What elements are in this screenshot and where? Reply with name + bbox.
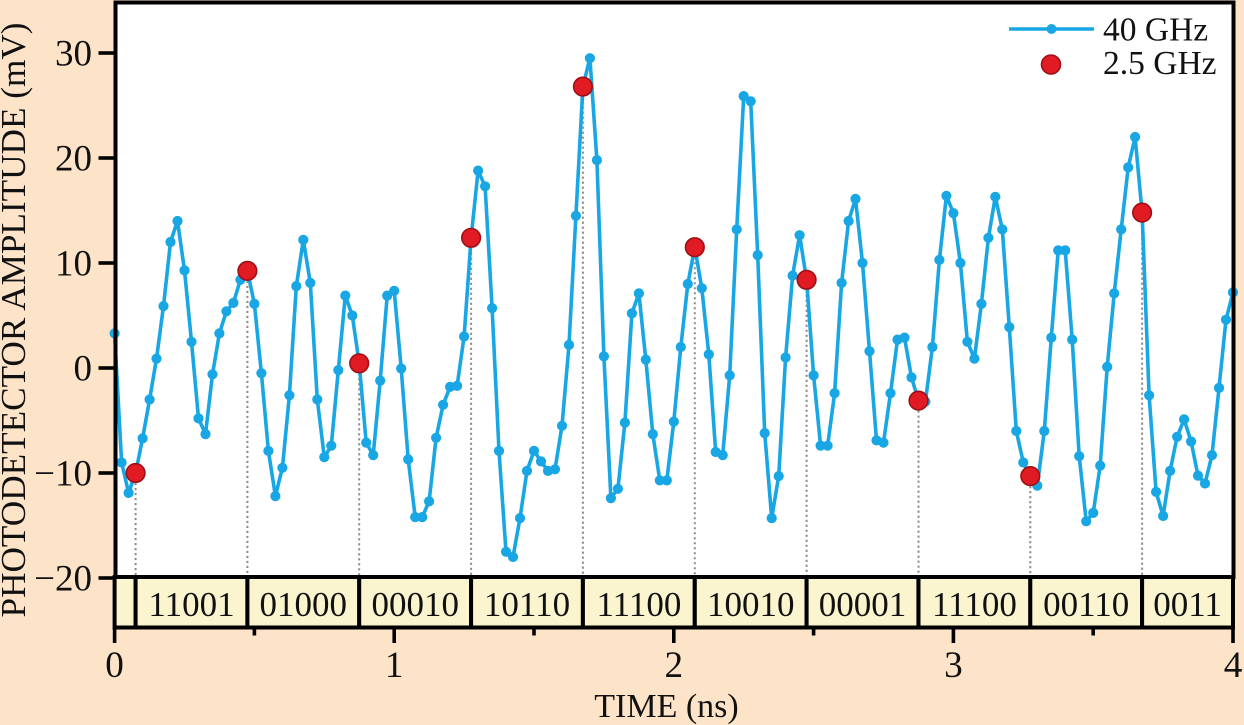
svg-text:3: 3 bbox=[944, 645, 963, 686]
svg-text:40 GHz: 40 GHz bbox=[1103, 11, 1208, 48]
svg-text:10110: 10110 bbox=[484, 585, 570, 624]
svg-text:4: 4 bbox=[1224, 645, 1243, 686]
svg-text:TIME (ns): TIME (ns) bbox=[594, 688, 738, 725]
svg-text:2: 2 bbox=[665, 645, 684, 686]
svg-text:11100: 11100 bbox=[596, 585, 681, 624]
svg-text:10010: 10010 bbox=[707, 585, 795, 624]
svg-text:0011: 0011 bbox=[1153, 585, 1222, 624]
svg-text:00001: 00001 bbox=[819, 585, 907, 624]
svg-text:PHOTODETECTOR AMPLITUDE (mV): PHOTODETECTOR AMPLITUDE (mV) bbox=[0, 23, 33, 618]
svg-text:1: 1 bbox=[385, 645, 404, 686]
svg-text:10: 10 bbox=[55, 244, 92, 285]
svg-text:01000: 01000 bbox=[260, 585, 348, 624]
svg-text:−20: −20 bbox=[34, 559, 92, 600]
svg-text:2.5 GHz: 2.5 GHz bbox=[1103, 45, 1217, 82]
svg-text:20: 20 bbox=[55, 139, 92, 180]
svg-text:30: 30 bbox=[55, 34, 92, 75]
svg-text:−10: −10 bbox=[34, 454, 92, 495]
svg-text:0: 0 bbox=[105, 645, 124, 686]
svg-text:11100: 11100 bbox=[932, 585, 1017, 624]
svg-text:0: 0 bbox=[74, 349, 93, 390]
svg-text:00010: 00010 bbox=[371, 585, 459, 624]
svg-text:11001: 11001 bbox=[148, 585, 234, 624]
svg-text:00110: 00110 bbox=[1043, 585, 1129, 624]
